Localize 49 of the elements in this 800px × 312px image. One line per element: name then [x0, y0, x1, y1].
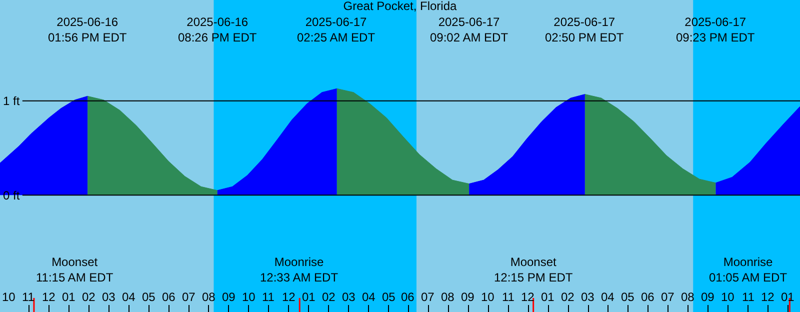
- ref-line-label: Moonset 12:15 PM EDT: [494, 255, 574, 285]
- x-tick-label: 03: [342, 290, 356, 304]
- x-tick-label: 05: [382, 290, 396, 304]
- x-tick-label: 08: [441, 290, 455, 304]
- x-tick-label: 09: [461, 290, 475, 304]
- x-tick-label: 02: [322, 290, 336, 304]
- x-tick-label: 11: [742, 290, 755, 304]
- x-tick-label: 01: [302, 290, 316, 304]
- x-tick-label: 05: [621, 290, 635, 304]
- x-tick-label: 10: [2, 290, 16, 304]
- x-tick-label: 07: [182, 290, 196, 304]
- ref-line-label: Moonset 11:15 AM EDT: [36, 255, 114, 285]
- x-tick-label: 11: [262, 290, 275, 304]
- x-tick-label: 01: [62, 290, 76, 304]
- x-tick-label: 04: [362, 290, 376, 304]
- x-tick-label: 01: [781, 290, 795, 304]
- x-tick-label: 12: [282, 290, 296, 304]
- x-tick-label: 04: [601, 290, 615, 304]
- x-tick-label: 06: [401, 290, 415, 304]
- x-tick-label: 01: [541, 290, 555, 304]
- chart-title: Great Pocket, Florida: [343, 0, 458, 13]
- annotation: 2025-06-16 01:56 PM EDT: [48, 15, 128, 45]
- x-tick-label: 06: [641, 290, 655, 304]
- x-tick-label: 09: [222, 290, 236, 304]
- x-tick-label: 04: [122, 290, 136, 304]
- ref-line-label: Moonrise 01:05 AM EDT: [709, 255, 788, 285]
- x-tick-label: 02: [561, 290, 575, 304]
- x-tick-label: 12: [761, 290, 775, 304]
- x-tick-label: 12: [42, 290, 56, 304]
- x-tick-label: 10: [721, 290, 735, 304]
- y-tick-label: 1 ft: [3, 94, 20, 108]
- annotation: 2025-06-17 02:25 AM EDT: [297, 15, 376, 45]
- x-tick-label: 11: [502, 290, 515, 304]
- x-tick-label: 10: [242, 290, 256, 304]
- x-tick-label: 10: [481, 290, 495, 304]
- x-tick-label: 03: [581, 290, 595, 304]
- x-tick-label: 07: [421, 290, 435, 304]
- x-tick-label: 11: [22, 290, 35, 304]
- annotation: 2025-06-17 09:02 AM EDT: [430, 15, 509, 45]
- x-tick-label: 03: [102, 290, 116, 304]
- ref-line-label: Moonrise 12:33 AM EDT: [260, 255, 339, 285]
- x-tick-label: 09: [701, 290, 715, 304]
- x-tick-label: 12: [521, 290, 535, 304]
- annotation: 2025-06-17 02:50 PM EDT: [545, 15, 624, 45]
- x-tick-label: 07: [661, 290, 675, 304]
- x-tick-label: 06: [162, 290, 176, 304]
- x-tick-label: 02: [82, 290, 96, 304]
- annotation: 2025-06-16 08:26 PM EDT: [178, 15, 258, 45]
- x-tick-label: 05: [142, 290, 156, 304]
